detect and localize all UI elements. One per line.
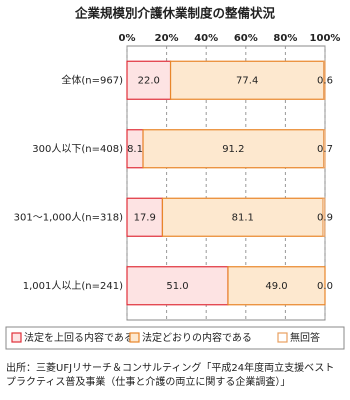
- y-tick-label: 全体(n=967): [61, 73, 123, 86]
- value-label: 0.0: [317, 281, 333, 292]
- x-tick-label: 60%: [234, 33, 258, 44]
- legend-label: 法定を上回る内容である: [24, 331, 134, 344]
- x-tick-label: 100%: [310, 33, 341, 44]
- source-note: 出所：三菱UFJリサーチ＆コンサルティング「平成24年度両立支援ベストプラクティ…: [6, 363, 335, 388]
- x-tick-label: 20%: [155, 33, 179, 44]
- x-tick-label: 0%: [119, 33, 136, 44]
- chart: 企業規模別介護休業制度の整備状況 0% 20% 40% 60% 80% 100% 全体(n=…: [5, 6, 345, 350]
- y-tick-label: 1,001人以上(n=241): [23, 280, 123, 292]
- bar-segment: [323, 60, 326, 100]
- value-label: 0.6: [317, 75, 333, 86]
- legend-swatch: [11, 332, 22, 343]
- value-label: 49.0: [265, 281, 287, 292]
- value-label: 8.1: [127, 144, 143, 155]
- value-label: 22.0: [138, 75, 160, 86]
- bar-segment: [169, 60, 325, 100]
- bar-segment: [227, 266, 326, 306]
- legend-swatch: [277, 332, 288, 343]
- x-tick-label: 40%: [194, 33, 218, 44]
- y-tick-label: 300人以下(n=408): [32, 143, 123, 155]
- bar-segment: [323, 129, 326, 169]
- legend-swatch: [129, 332, 140, 343]
- value-label: 81.1: [232, 212, 254, 223]
- value-label: 51.0: [166, 281, 188, 292]
- legend-label: 法定どおりの内容である: [142, 331, 252, 344]
- chart-title: 企業規模別介護休業制度の整備状況: [74, 6, 276, 21]
- value-label: 77.4: [236, 75, 258, 86]
- bar-segment: [322, 197, 326, 237]
- value-label: 17.9: [134, 212, 156, 223]
- value-label: 0.7: [317, 144, 333, 155]
- legend-box: [5, 326, 345, 350]
- legend-label: 無回答: [290, 331, 320, 344]
- value-label: 91.2: [222, 144, 244, 155]
- bar-segment: [126, 197, 164, 237]
- y-tick-label: 301～1,000人(n=318): [14, 211, 123, 223]
- bar-segment: [126, 266, 229, 306]
- x-tick-label: 80%: [273, 33, 297, 44]
- value-label: 0.9: [317, 212, 333, 223]
